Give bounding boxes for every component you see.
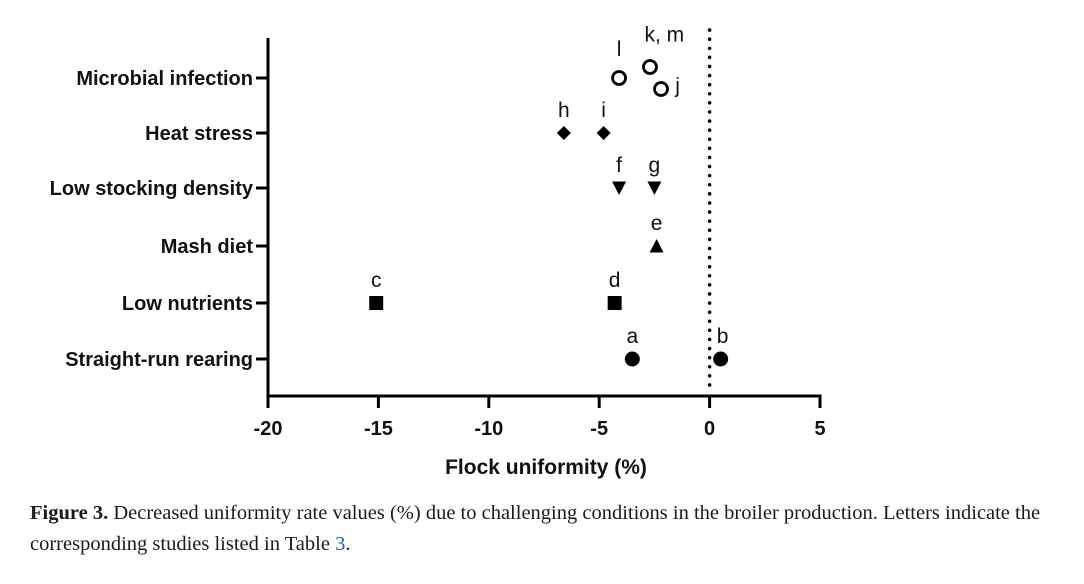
x-tick-label: 0 — [704, 418, 715, 440]
data-point-open-circle — [642, 59, 658, 75]
data-point-open-circle — [611, 70, 627, 86]
point-label: d — [609, 269, 621, 292]
caption-text-end: . — [345, 533, 351, 555]
category-label: Straight-run rearing — [65, 349, 253, 371]
point-label: f — [616, 154, 622, 177]
data-point-triangle-down — [612, 181, 627, 195]
x-tick-label: -20 — [254, 418, 283, 440]
point-label: h — [558, 99, 570, 122]
x-axis-ticks: -20 -15 -10 -5 0 5 — [254, 396, 826, 440]
data-point-square — [369, 296, 384, 310]
x-tick-label: -5 — [590, 418, 608, 440]
x-axis-title: Flock uniformity (%) — [445, 456, 647, 479]
point-label: i — [601, 99, 606, 122]
chart: -20 -15 -10 -5 0 5 Microbial infection Heat st… — [50, 24, 826, 480]
caption-text: Decreased uniformity rate values (%) due… — [30, 502, 1041, 555]
x-tick-label: -15 — [364, 418, 393, 440]
point-label: c — [371, 269, 382, 292]
figure-caption: Figure 3. Decreased uniformity rate valu… — [30, 498, 1070, 560]
data-point-circle — [624, 351, 640, 367]
data-point-diamond — [596, 126, 611, 140]
data-point-triangle-down — [647, 181, 662, 195]
data-point-triangle-up — [649, 239, 664, 253]
category-label: Low nutrients — [122, 293, 253, 315]
data-point-circle — [713, 351, 729, 367]
point-label: a — [626, 325, 638, 348]
point-label: j — [674, 75, 680, 98]
chart-axes — [266, 38, 822, 398]
data-point-open-circle — [653, 81, 669, 97]
caption-label: Figure 3. — [30, 502, 109, 524]
point-label: b — [717, 325, 729, 348]
table-reference-link[interactable]: 3 — [335, 533, 346, 555]
data-points — [369, 59, 729, 367]
category-label: Low stocking density — [50, 178, 254, 200]
point-label: g — [649, 154, 661, 177]
category-label: Heat stress — [145, 123, 253, 145]
x-tick-label: -10 — [474, 418, 503, 440]
x-tick-label: 5 — [814, 418, 825, 440]
point-label: e — [651, 212, 663, 235]
data-point-diamond — [556, 126, 571, 140]
data-point-square — [607, 296, 622, 310]
category-label: Microbial infection — [76, 68, 253, 90]
y-axis-categories: Microbial infection Heat stress Low stocki… — [50, 68, 268, 371]
point-label: l — [617, 38, 622, 61]
category-label: Mash diet — [161, 236, 254, 258]
point-label: k, m — [644, 24, 684, 47]
point-labels: l k, m j h i f g e c d a b — [371, 24, 729, 349]
